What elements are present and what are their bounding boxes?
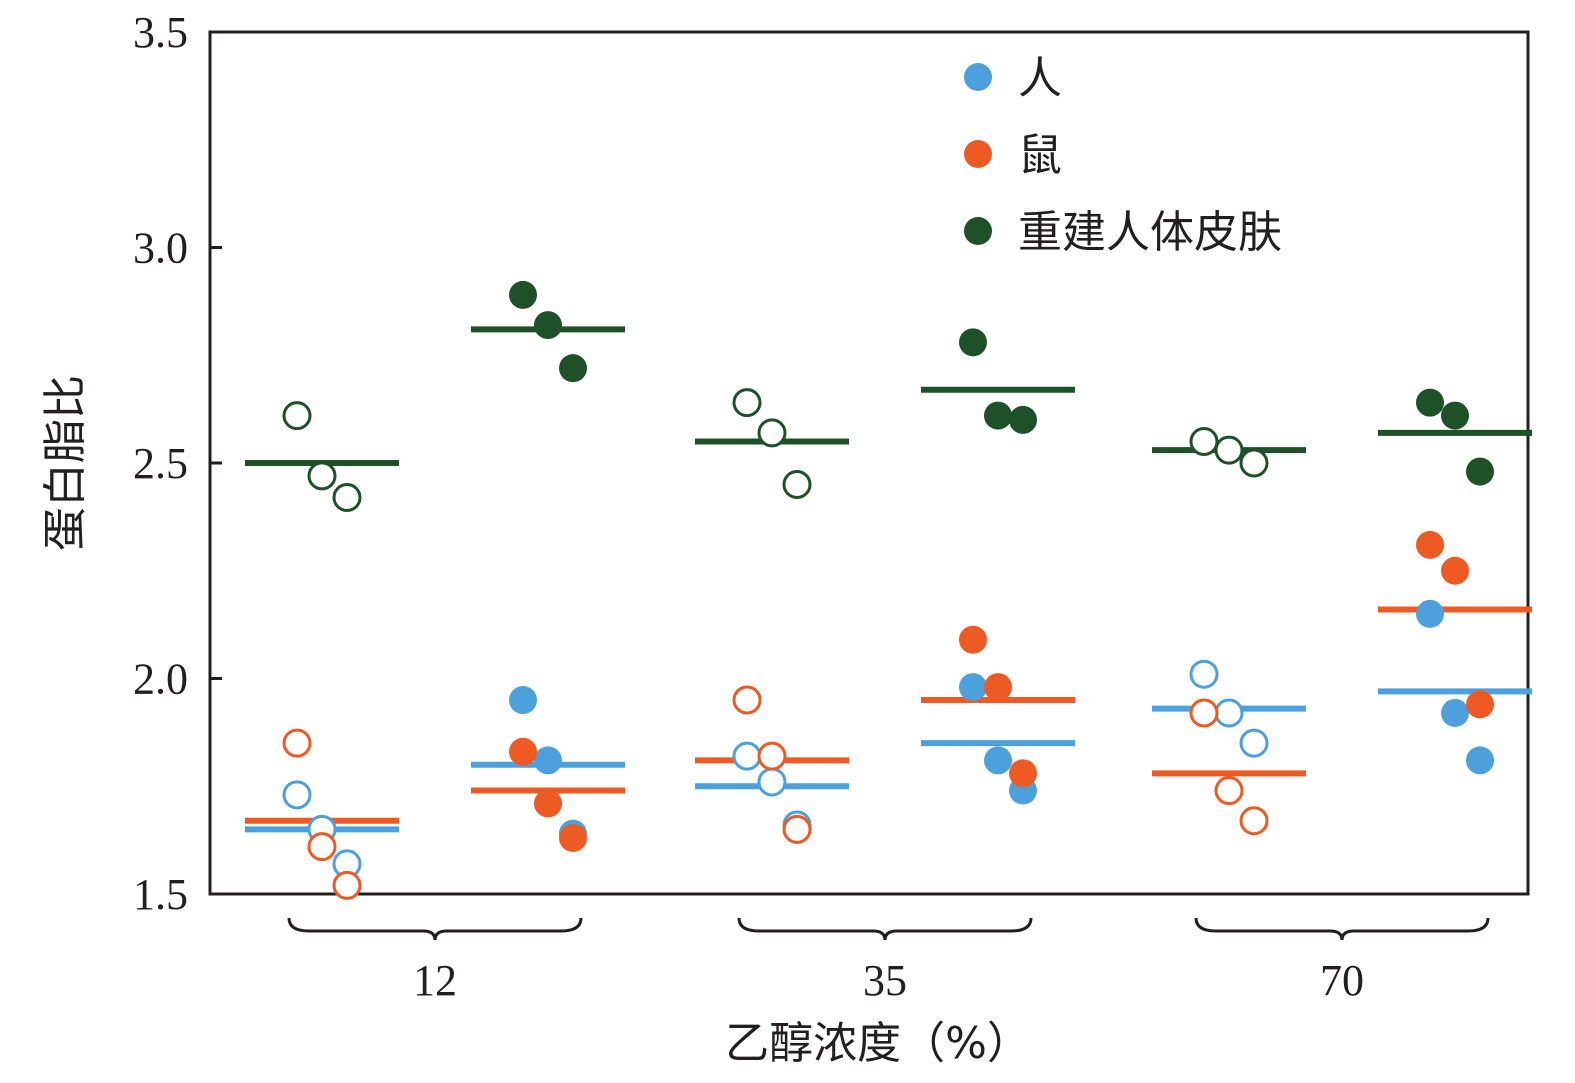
x-axis-title: 乙醇浓度（%） <box>725 1018 1031 1069</box>
group-brace <box>287 917 583 941</box>
open-data-point <box>1189 426 1219 456</box>
open-data-point <box>757 418 787 448</box>
y-tick-label: 1.5 <box>133 870 188 919</box>
open-data-point <box>1239 448 1269 478</box>
y-tick-label: 3.0 <box>133 224 188 273</box>
open-data-point <box>1214 776 1244 806</box>
filled-data-point <box>559 823 587 852</box>
filled-data-point <box>1441 698 1469 727</box>
legend-marker <box>964 217 992 245</box>
filled-data-point <box>534 746 562 775</box>
open-data-point <box>307 461 337 491</box>
y-axis-title: 蛋白脂比 <box>40 375 91 551</box>
open-data-point <box>782 470 812 500</box>
open-data-point <box>757 741 787 771</box>
filled-data-point <box>1441 401 1469 430</box>
filled-data-point <box>984 746 1012 775</box>
filled-data-point <box>1441 556 1469 585</box>
open-data-point <box>732 741 762 771</box>
filled-data-point <box>959 328 987 357</box>
open-data-point <box>732 685 762 715</box>
filled-data-point <box>1416 388 1444 417</box>
open-data-point <box>307 832 337 862</box>
filled-data-point <box>1009 759 1037 788</box>
filled-data-point <box>509 737 537 766</box>
group-braces <box>287 917 1490 941</box>
x-group-label: 35 <box>863 956 907 1005</box>
legend-marker <box>964 63 992 91</box>
filled-data-point <box>509 280 537 309</box>
filled-data-point <box>559 354 587 383</box>
x-axis-group-labels: 12 35 70 <box>413 956 1364 1005</box>
open-data-point <box>732 388 762 418</box>
y-tick-label: 3.5 <box>133 8 188 57</box>
open-data-point <box>782 814 812 844</box>
y-tick-label: 2.0 <box>133 655 188 704</box>
filled-data-point <box>1416 599 1444 628</box>
open-data-point <box>1214 698 1244 728</box>
filled-data-point <box>959 625 987 654</box>
y-axis-ticks: 1.5 2.0 2.5 3.0 3.5 <box>133 8 222 919</box>
filled-data-point <box>984 401 1012 430</box>
filled-data-point <box>1466 746 1494 775</box>
open-data-point <box>1214 435 1244 465</box>
mean-lines <box>245 326 1532 833</box>
legend-marker <box>964 140 992 168</box>
filled-data-point <box>1009 405 1037 434</box>
legend-label: 人 <box>1018 53 1062 104</box>
filled-data-point <box>534 311 562 340</box>
open-data-point <box>757 767 787 797</box>
y-tick-label: 2.5 <box>133 439 188 488</box>
filled-data-point <box>1416 530 1444 559</box>
open-data-point <box>282 401 312 431</box>
group-brace <box>737 917 1033 941</box>
filled-data-point <box>534 789 562 818</box>
legend-label: 鼠 <box>1018 130 1062 181</box>
open-data-point <box>1239 806 1269 836</box>
open-data-point <box>332 482 362 512</box>
x-group-label: 70 <box>1320 956 1364 1005</box>
open-data-point <box>1189 659 1219 689</box>
plot-frame <box>208 30 1530 896</box>
x-group-label: 12 <box>413 956 457 1005</box>
data-points <box>282 280 1494 900</box>
open-data-point <box>1189 698 1219 728</box>
open-data-point <box>332 870 362 900</box>
filled-data-point <box>984 673 1012 702</box>
filled-data-point <box>509 686 537 715</box>
legend-label: 重建人体皮肤 <box>1018 207 1282 258</box>
open-data-point <box>282 780 312 810</box>
open-data-point <box>1239 728 1269 758</box>
filled-data-point <box>1466 457 1494 486</box>
open-data-point <box>282 728 312 758</box>
filled-data-point <box>959 673 987 702</box>
filled-data-point <box>1466 690 1494 719</box>
group-brace <box>1194 917 1490 941</box>
